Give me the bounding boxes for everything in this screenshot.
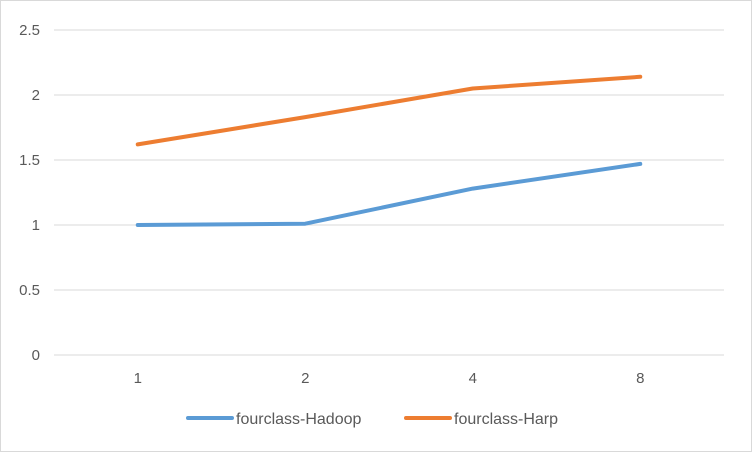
- y-tick-label: 1: [32, 217, 40, 234]
- x-axis-ticks: 1 2 4 8: [134, 370, 645, 387]
- y-axis-ticks: 0 0.5 1 1.5 2 2.5: [19, 22, 40, 364]
- series-layer: [135, 74, 643, 227]
- x-tick-label: 2: [301, 370, 309, 387]
- legend: fourclass-Hadoop fourclass-Harp: [186, 411, 558, 428]
- y-tick-label: 0: [32, 347, 40, 364]
- series-line-fourclass-Harp: [135, 74, 643, 147]
- y-tick-label: 0.5: [19, 282, 40, 299]
- x-tick-label: 4: [469, 370, 477, 387]
- legend-label: fourclass-Harp: [454, 411, 558, 428]
- legend-label: fourclass-Hadoop: [236, 411, 362, 428]
- x-tick-label: 8: [636, 370, 644, 387]
- y-tick-label: 1.5: [19, 152, 40, 169]
- y-tick-label: 2: [32, 87, 40, 104]
- x-tick-label: 1: [134, 370, 142, 387]
- y-tick-label: 2.5: [19, 22, 40, 39]
- series-line-fourclass-Hadoop: [135, 161, 643, 227]
